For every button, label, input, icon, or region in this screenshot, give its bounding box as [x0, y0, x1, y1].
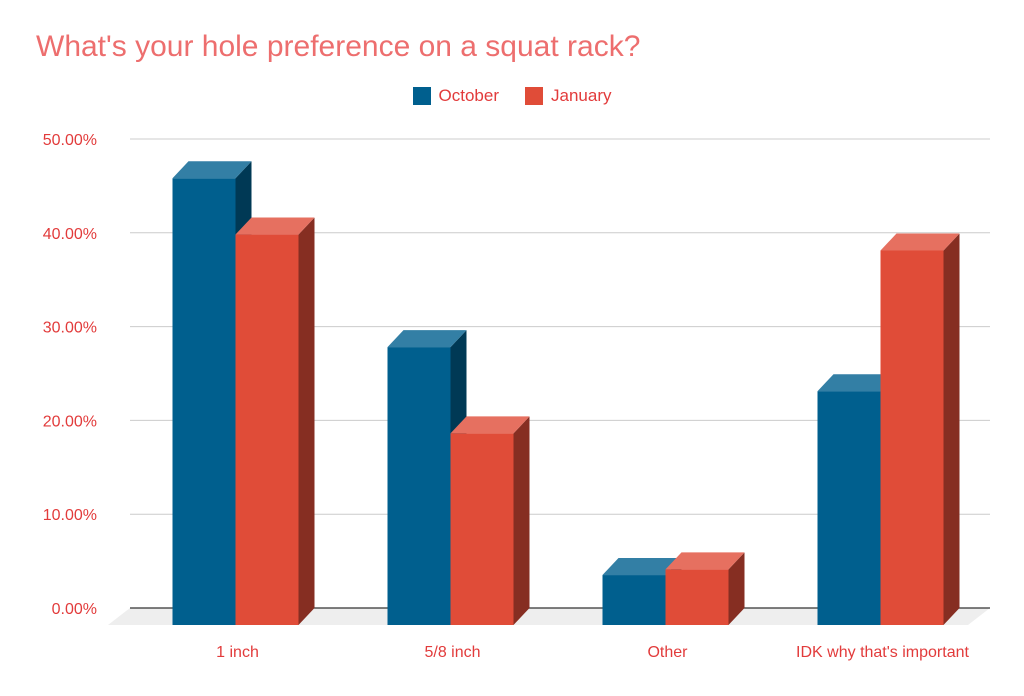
legend-swatch-october — [412, 87, 431, 105]
x-category-label: 5/8 inch — [424, 644, 480, 661]
legend-label-january: January — [551, 86, 612, 105]
bar-side-january — [728, 552, 745, 625]
bar-side-january — [943, 233, 960, 626]
y-tick-label: 50.00% — [43, 132, 97, 149]
bar-october — [172, 178, 236, 625]
bar-january — [665, 569, 729, 625]
bar-january — [880, 250, 944, 626]
legend-item-january[interactable]: January — [525, 86, 611, 106]
x-category-label: IDK why that's important — [796, 644, 969, 661]
x-category-label: Other — [647, 644, 688, 661]
bar-top-january — [665, 552, 745, 570]
bar-october — [387, 347, 451, 625]
legend: October January — [0, 86, 1024, 106]
bar-top-october — [172, 161, 252, 179]
bar-top-january — [450, 416, 530, 434]
y-tick-label: 20.00% — [43, 413, 97, 430]
y-tick-label: 30.00% — [43, 320, 97, 337]
bar-side-january — [513, 416, 530, 625]
bar-top-january — [235, 217, 315, 235]
legend-swatch-january — [525, 87, 543, 105]
chart-title: What's your hole preference on a squat r… — [36, 30, 641, 63]
legend-item-october[interactable]: October — [412, 86, 499, 106]
bar-top-october — [602, 558, 682, 576]
bar-october — [602, 575, 666, 625]
y-tick-label: 0.00% — [52, 601, 97, 618]
bar-october — [817, 391, 881, 625]
y-tick-label: 40.00% — [43, 226, 97, 243]
y-tick-label: 10.00% — [43, 507, 97, 524]
bar-top-october — [817, 374, 897, 392]
bar-january — [235, 234, 299, 625]
bar-top-october — [387, 330, 467, 348]
legend-label-october: October — [438, 86, 499, 105]
bar-side-january — [298, 217, 315, 625]
x-category-label: 1 inch — [216, 644, 259, 661]
bar-january — [450, 433, 514, 625]
bar-top-january — [880, 233, 960, 251]
chart-floor — [108, 608, 990, 625]
